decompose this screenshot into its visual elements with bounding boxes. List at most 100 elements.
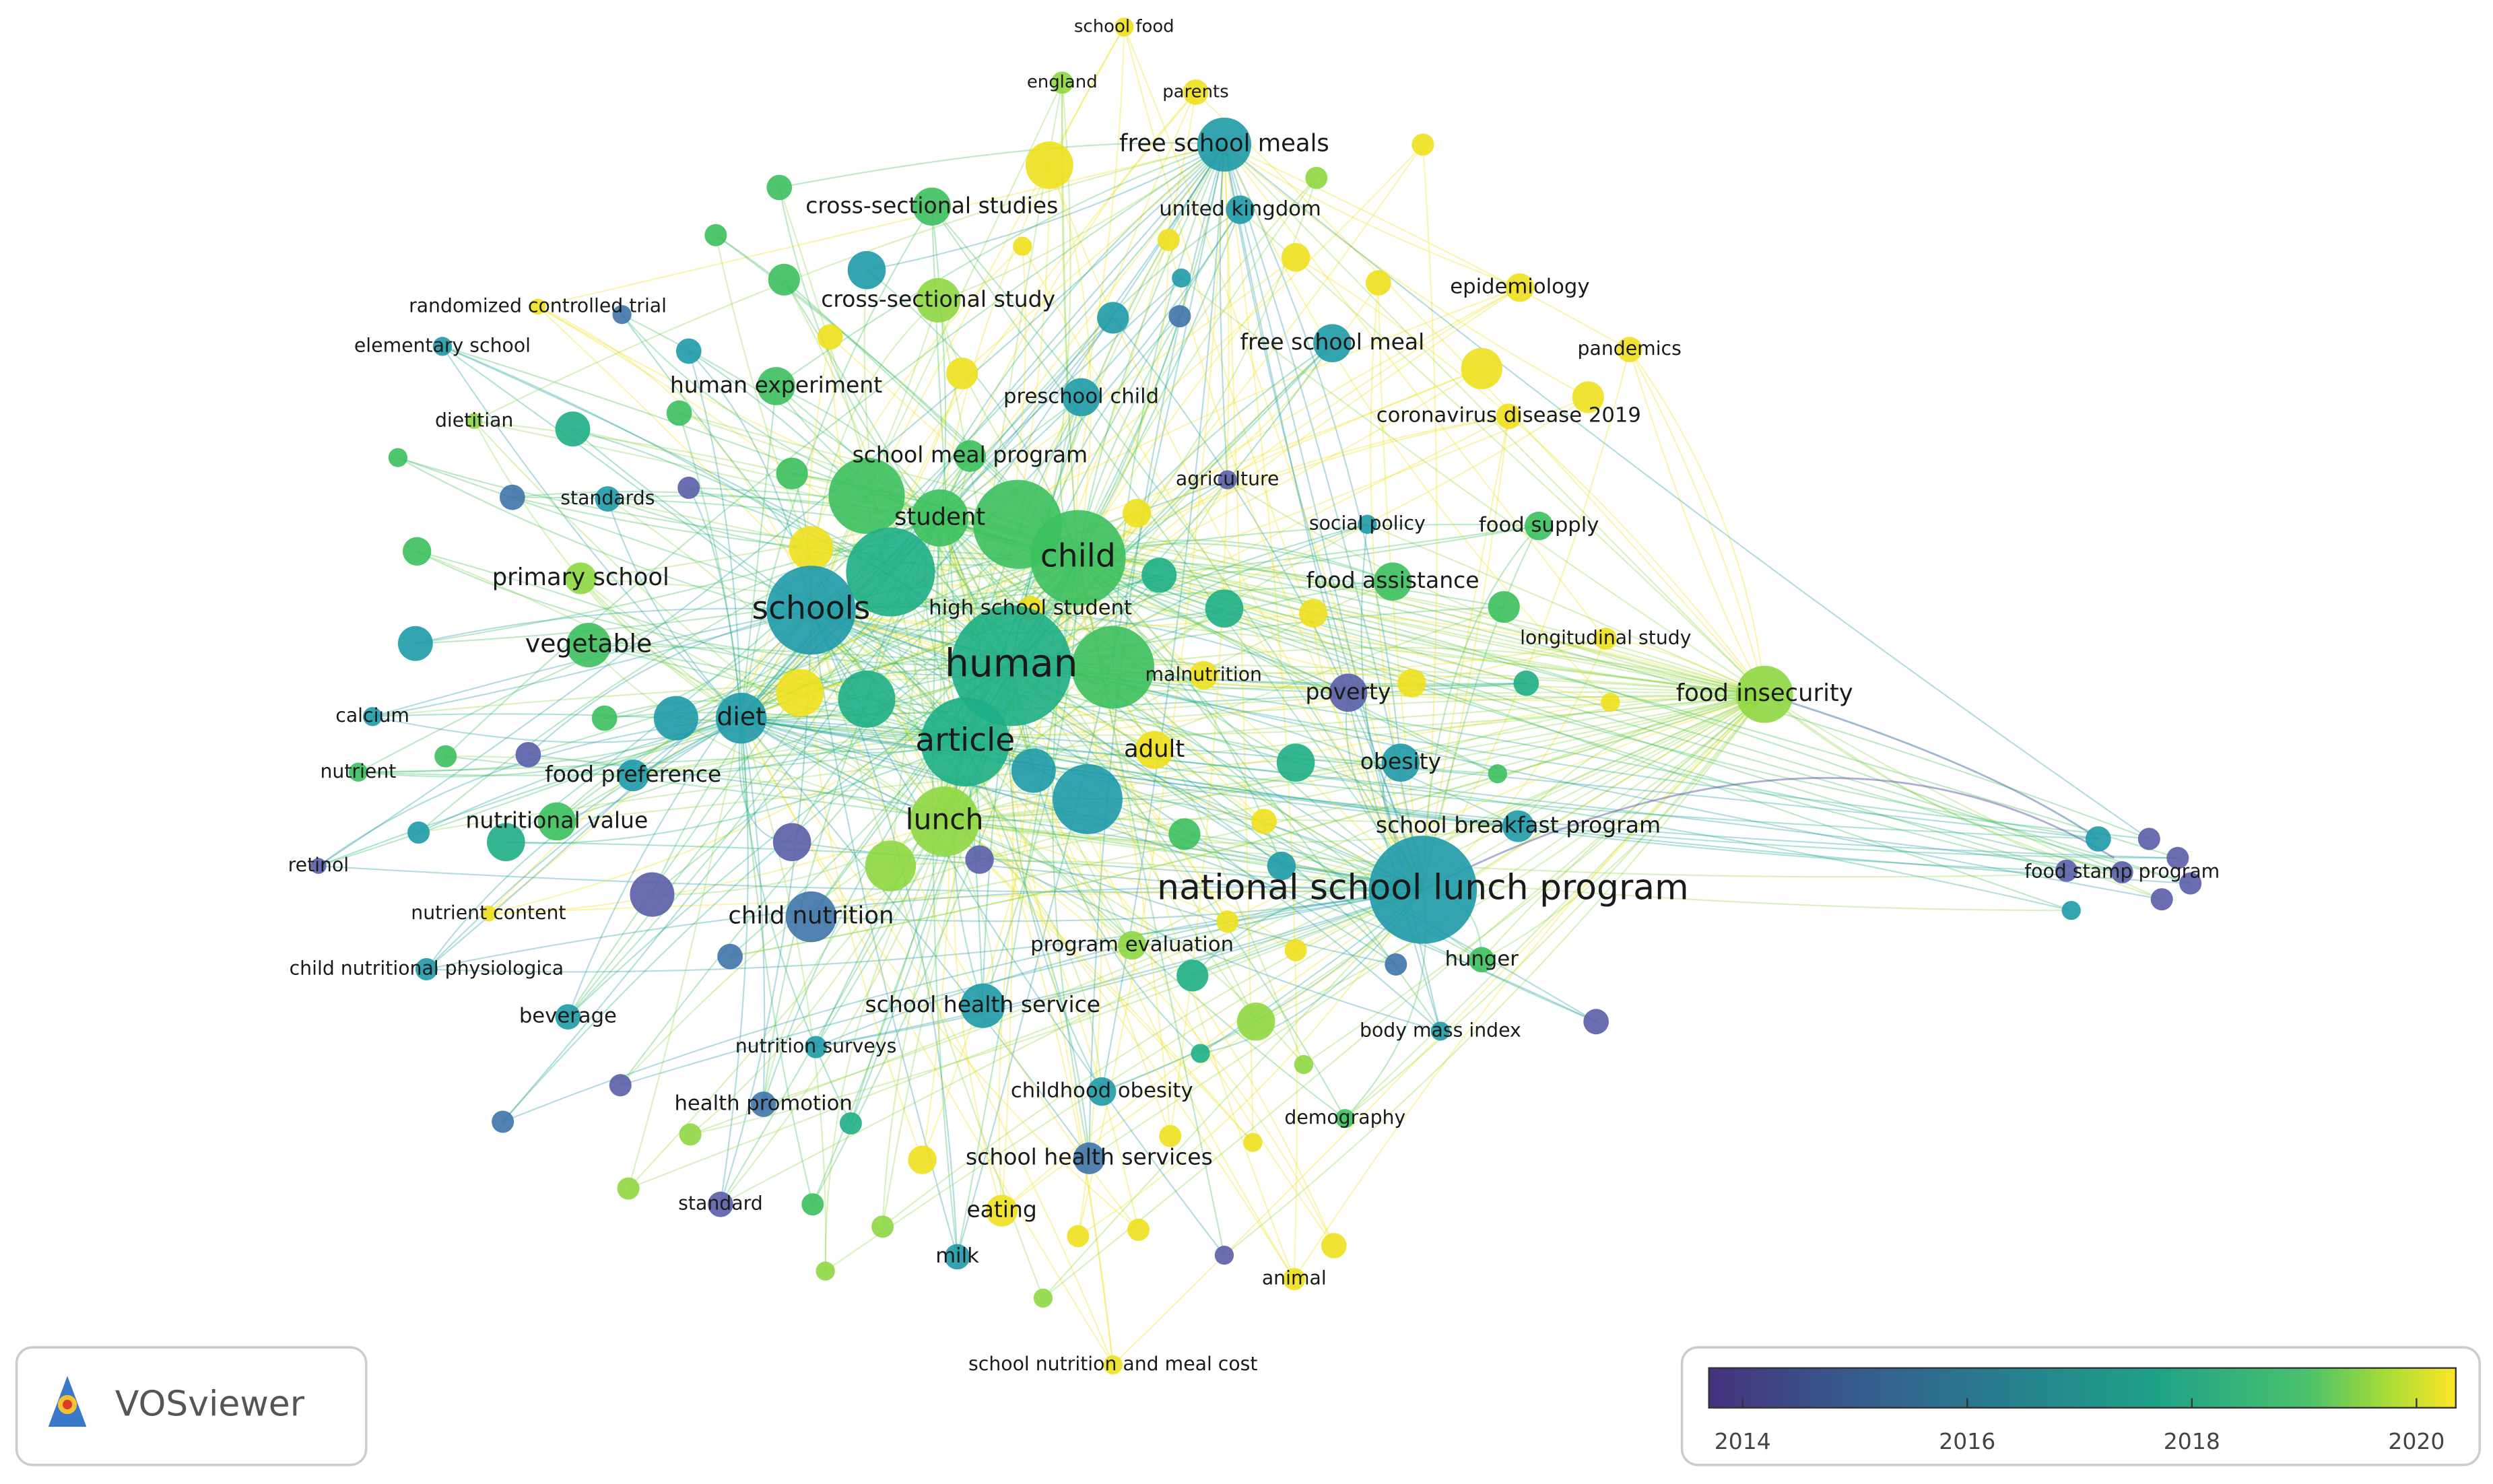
edge xyxy=(1764,694,2123,873)
edge xyxy=(944,606,1504,822)
edge xyxy=(965,741,2178,859)
node xyxy=(1051,71,1073,94)
edge xyxy=(810,609,1441,1032)
node xyxy=(838,670,896,728)
edge xyxy=(1517,694,1765,827)
node xyxy=(666,400,692,426)
edges xyxy=(318,26,2191,1365)
edge xyxy=(944,759,1401,823)
node xyxy=(951,605,1072,727)
node-label: standards xyxy=(560,487,655,509)
node xyxy=(388,448,408,467)
edge xyxy=(556,717,741,822)
edge xyxy=(588,642,966,743)
node xyxy=(1251,809,1277,834)
node-label: diet xyxy=(717,702,765,731)
edge xyxy=(1112,646,1765,696)
edge xyxy=(1422,525,1540,890)
node xyxy=(1313,324,1352,363)
edge xyxy=(426,886,1423,970)
node xyxy=(1159,1124,1182,1147)
node xyxy=(766,174,793,201)
edge xyxy=(1481,694,1765,960)
edge xyxy=(1077,557,1498,775)
node xyxy=(708,1191,733,1217)
edge xyxy=(1422,776,2115,891)
edge xyxy=(442,345,1012,667)
node xyxy=(1411,133,1434,156)
node xyxy=(630,872,675,917)
edge xyxy=(1022,246,1424,891)
edge xyxy=(1293,694,1766,1280)
node xyxy=(846,527,935,617)
edge xyxy=(1224,144,1401,763)
edge xyxy=(939,517,2123,873)
node xyxy=(1283,1268,1306,1291)
edge xyxy=(675,694,1765,736)
edge xyxy=(416,550,945,822)
node-label: parents xyxy=(1162,81,1229,102)
edge xyxy=(939,518,945,821)
node xyxy=(1385,953,1407,976)
node xyxy=(768,263,800,296)
node xyxy=(1030,510,1126,606)
edge xyxy=(1010,316,1181,667)
node xyxy=(1373,562,1412,601)
node-label: high school student xyxy=(929,596,1132,619)
edge xyxy=(1077,523,1539,559)
edge xyxy=(1008,665,1103,1092)
node-label: health promotion xyxy=(674,1092,852,1116)
node xyxy=(537,802,576,841)
edge xyxy=(1049,165,1424,891)
edge xyxy=(943,607,1225,822)
logo: VOSviewer xyxy=(15,1346,368,1466)
edge xyxy=(620,889,1424,1086)
edge xyxy=(416,550,1011,667)
edge xyxy=(740,718,852,1124)
edge xyxy=(1001,889,1424,1211)
edge xyxy=(426,889,1424,973)
edge xyxy=(537,306,1012,667)
edge xyxy=(964,741,1139,1230)
edge xyxy=(632,694,1765,776)
node-label: food stamp program xyxy=(2024,860,2220,882)
edge xyxy=(729,694,1765,957)
edge xyxy=(740,718,766,1105)
node xyxy=(555,1004,581,1030)
node-label: food assistance xyxy=(1306,567,1480,593)
node xyxy=(617,759,649,792)
node xyxy=(2179,872,2202,895)
node xyxy=(1368,836,1477,944)
edge xyxy=(1011,665,1346,1119)
node xyxy=(785,891,837,943)
edge xyxy=(442,345,966,743)
edge xyxy=(931,206,947,518)
edge xyxy=(740,718,813,1205)
edge xyxy=(824,821,945,1271)
node xyxy=(1488,591,1520,623)
edge xyxy=(1481,694,1766,961)
node xyxy=(1141,558,1177,593)
edge xyxy=(1088,694,1765,1159)
node xyxy=(434,745,457,768)
edge xyxy=(741,717,1088,801)
legend-tick-label: 2020 xyxy=(2388,1428,2445,1454)
edge xyxy=(921,558,1079,1161)
edge xyxy=(1422,525,1539,890)
edge xyxy=(1255,694,1765,1023)
edge xyxy=(632,691,1765,776)
edge xyxy=(528,753,1424,891)
node xyxy=(772,823,811,861)
node-label: demography xyxy=(1284,1106,1405,1128)
edge xyxy=(537,143,1225,308)
edge xyxy=(1077,415,1509,559)
edge xyxy=(811,609,1597,1023)
node-label: body mass index xyxy=(1360,1019,1521,1041)
node-label: school health services xyxy=(966,1144,1213,1170)
edge xyxy=(939,517,1257,1022)
edge xyxy=(1011,342,1333,667)
node-label: cross-sectional studies xyxy=(805,192,1058,218)
edge xyxy=(956,144,1226,1257)
edge xyxy=(567,609,812,1017)
edge xyxy=(965,741,2098,840)
